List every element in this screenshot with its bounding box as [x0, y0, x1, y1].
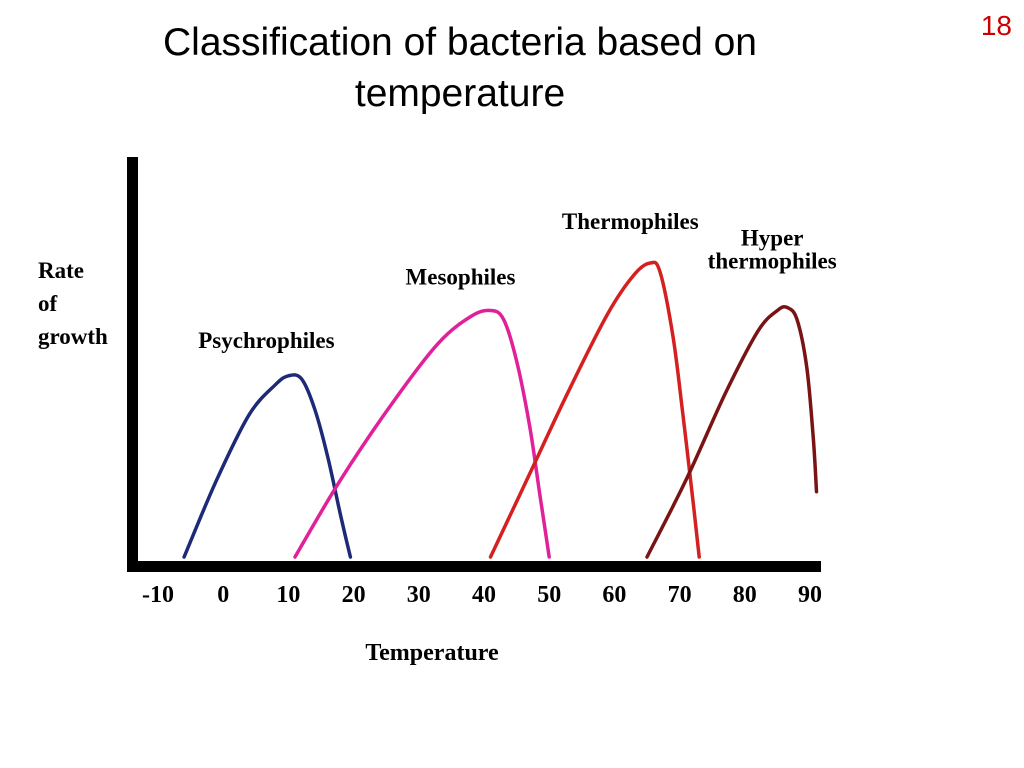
series-line-mesophiles: [293, 308, 551, 559]
series-label-hyper-thermophiles: Hyper thermophiles: [708, 226, 837, 274]
series-label-thermophiles: Thermophiles: [562, 209, 699, 234]
series-label-mesophiles: Mesophiles: [406, 265, 516, 290]
x-tick-label: 30: [407, 582, 431, 608]
x-tick-label: 10: [276, 582, 300, 608]
x-tick-label: 90: [798, 582, 822, 608]
x-axis-line: [127, 561, 821, 572]
slide-title-line-1: Classification of bacteria based on: [162, 21, 757, 64]
series-labels: Psychrophiles Mesophiles Thermophiles Hyper…: [198, 209, 837, 353]
series-line-hyper-thermophiles: [645, 304, 819, 559]
x-tick-label: 40: [472, 582, 496, 608]
x-axis-label: Temperature: [365, 640, 499, 666]
page-number: 18: [980, 10, 1012, 41]
x-tick-label: 70: [668, 582, 692, 608]
x-tick-labels: -10 0 10 20 30 40 50 60 70 80 90: [142, 582, 822, 608]
x-tick-label: -10: [142, 582, 174, 608]
slide-title: Classification of bacteria based on temp…: [60, 18, 860, 119]
y-axis-label-text: Rate of growth: [38, 258, 108, 349]
slide-title-line-2: temperature: [354, 71, 566, 115]
x-tick-label: 80: [733, 582, 757, 608]
y-axis-line: [127, 157, 138, 572]
curves-layer: [182, 260, 819, 559]
x-tick-label: 0: [217, 582, 229, 608]
y-axis-label: Rate of growth: [38, 258, 108, 349]
x-tick-label: 60: [602, 582, 626, 608]
series-line-thermophiles: [488, 260, 701, 559]
series-label-psychrophiles: Psychrophiles: [198, 328, 334, 353]
x-tick-label: 50: [537, 582, 561, 608]
x-tick-label: 20: [342, 582, 366, 608]
series-line-psychrophiles: [182, 373, 353, 559]
